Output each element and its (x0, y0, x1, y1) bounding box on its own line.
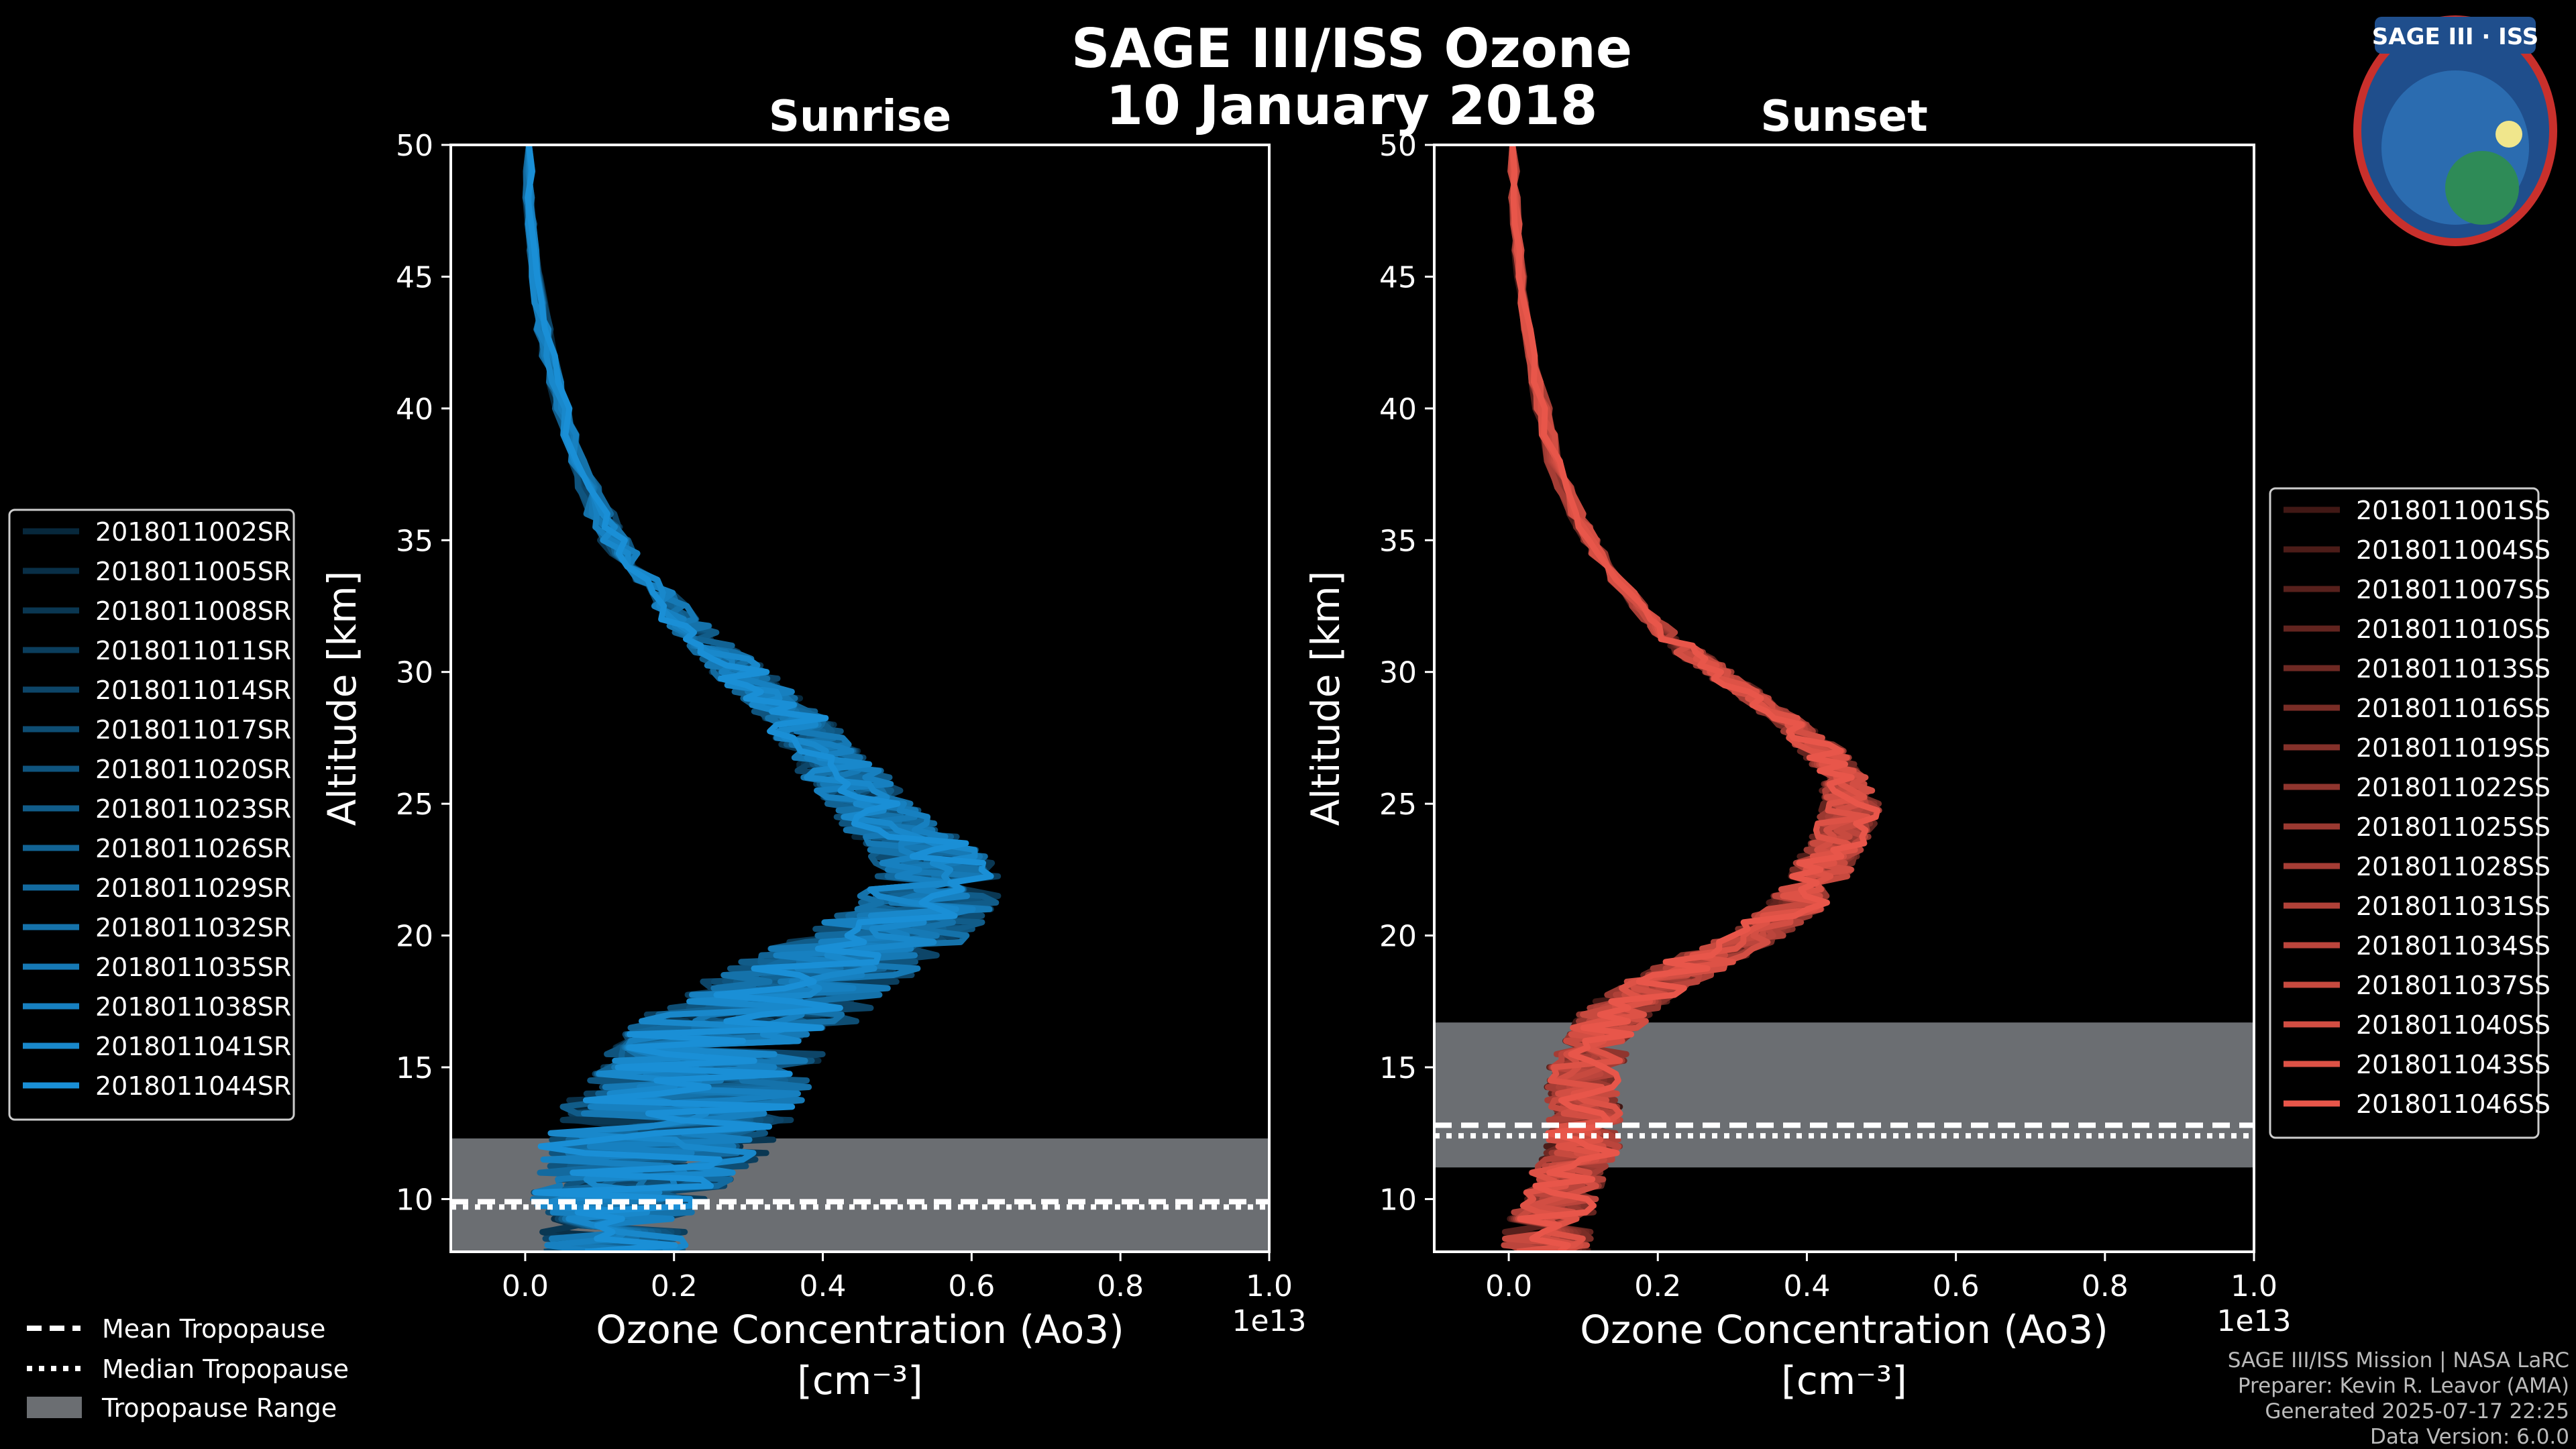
x-tick-label: 0.6 (948, 1269, 995, 1303)
y-tick-label: 50 (1379, 129, 1417, 163)
x-tick-label: 0.4 (1783, 1269, 1830, 1303)
x-tick-label: 0.0 (502, 1269, 549, 1303)
median-tropopause-label: Median Tropopause (102, 1354, 349, 1384)
legend-label: 2018011035SR (95, 953, 291, 982)
x-tick-label: 0.8 (2082, 1269, 2129, 1303)
x-tick-label: 0.8 (1097, 1269, 1144, 1303)
y-tick-label: 15 (1379, 1051, 1417, 1085)
sunset-legend: 2018011001SS 2018011004SS 2018011007SS 2018… (2269, 487, 2551, 1139)
y-tick-label: 25 (1379, 788, 1417, 822)
sunrise-title: Sunrise (769, 92, 951, 142)
legend-label: 2018011005SR (95, 557, 291, 586)
sunrise-legend: 2018011002SR 2018011005SR 2018011008SR 2018… (8, 508, 295, 1121)
legend-label: 2018011046SS (2356, 1089, 2551, 1119)
legend-label: 2018011019SS (2356, 733, 2551, 763)
y-tick-label: 15 (396, 1051, 433, 1085)
figure-title: SAGE III/ISS Ozone (1071, 17, 1632, 80)
legend-label: 2018011028SS (2356, 852, 2551, 881)
legend-label: 2018011010SS (2356, 614, 2551, 644)
legend-label: 2018011023SR (95, 794, 291, 824)
y-tick-label: 40 (1379, 392, 1417, 427)
y-tick-label: 45 (1379, 260, 1417, 294)
x-tick-label: 0.6 (1933, 1269, 1980, 1303)
x-offset-label: 1e13 (1232, 1304, 1306, 1338)
legend-box (8, 508, 295, 1121)
sunrise-plot-area (451, 145, 1269, 1252)
x-tick-label: 1.0 (2231, 1269, 2277, 1303)
credits-line-1: SAGE III/ISS Mission | NASA LaRC (2228, 1348, 2569, 1373)
mean-tropopause-label: Mean Tropopause (102, 1314, 325, 1344)
tropopause-range-label: Tropopause Range (101, 1393, 337, 1423)
legend-label: 2018011014SR (95, 676, 291, 705)
y-tick-label: 45 (396, 260, 433, 294)
mission-patch-icon: SAGE III · ISS (2353, 15, 2557, 246)
legend-label: 2018011022SS (2356, 773, 2551, 802)
credits: SAGE III/ISS Mission | NASA LaRC Prepare… (2228, 1348, 2569, 1449)
x-tick-label: 0.0 (1485, 1269, 1532, 1303)
legend-label: 2018011001SS (2356, 496, 2551, 525)
y-tick-label: 20 (1379, 920, 1417, 954)
legend-label: 2018011020SR (95, 755, 291, 784)
legend-label: 2018011031SS (2356, 892, 2551, 921)
x-tick-label: 0.2 (1634, 1269, 1681, 1303)
y-axis-label: Altitude [km] (319, 571, 365, 826)
legend-label: 2018011011SR (95, 636, 291, 665)
credits-line-3: Generated 2025-07-17 22:25 (2265, 1399, 2569, 1424)
sunrise-frame (449, 144, 1271, 1253)
x-tick-label: 0.4 (800, 1269, 847, 1303)
y-tick-label: 35 (1379, 524, 1417, 558)
y-tick-label: 40 (396, 392, 433, 427)
legend-label: 2018011041SR (95, 1032, 291, 1061)
legend-label: 2018011026SR (95, 834, 291, 863)
sunset-frame (1433, 144, 2255, 1253)
profile-line-2018011043SS (1509, 145, 1871, 1252)
y-tick-label: 30 (396, 656, 433, 690)
legend-label: 2018011038SR (95, 992, 291, 1022)
x-tick-label: 0.2 (651, 1269, 698, 1303)
legend-label: 2018011032SR (95, 913, 291, 943)
legend-label: 2018011013SS (2356, 654, 2551, 684)
logo-text: SAGE III · ISS (2372, 23, 2538, 50)
sunrise-panel: 10 15 20 25 30 35 40 45 50 0.0 0.2 0.4 0.6 0.8 1.01e13… (319, 92, 1307, 1403)
profile-line-2018011044SR (525, 145, 994, 1252)
y-tick-label: 10 (1379, 1183, 1417, 1217)
tropopause-legend: Mean Tropopause Median Tropopause Tropop… (27, 1314, 349, 1423)
figure-date: 10 January 2018 (1106, 74, 1598, 137)
y-tick-label: 20 (396, 920, 433, 954)
x-axis-unit: [cm⁻³] (797, 1358, 923, 1403)
sunset-panel: 10 15 20 25 30 35 40 45 50 0.0 0.2 0.4 0.6 0.8 1.01e13… (1303, 92, 2292, 1403)
legend-label: 2018011007SS (2356, 575, 2551, 604)
credits-line-2: Preparer: Kevin R. Leavor (AMA) (2238, 1374, 2569, 1398)
legend-label: 2018011044SR (95, 1071, 291, 1101)
legend-label: 2018011034SS (2356, 931, 2551, 961)
y-tick-label: 35 (396, 524, 433, 558)
legend-label: 2018011040SS (2356, 1010, 2551, 1040)
legend-label: 2018011008SR (95, 596, 291, 626)
legend-label: 2018011002SR (95, 517, 291, 547)
x-tick-label: 1.0 (1246, 1269, 1293, 1303)
profile-line-2018011046SS (1509, 145, 1880, 1252)
legend-label: 2018011004SS (2356, 535, 2551, 565)
legend-label: 2018011043SS (2356, 1050, 2551, 1079)
x-axis-label: Ozone Concentration (Ao3) (1580, 1307, 2108, 1352)
x-axis-unit: [cm⁻³] (1781, 1358, 1907, 1403)
y-axis-label: Altitude [km] (1303, 571, 1348, 826)
legend-label: 2018011037SS (2356, 971, 2551, 1000)
legend-label: 2018011016SS (2356, 694, 2551, 723)
legend-label: 2018011025SS (2356, 812, 2551, 842)
y-tick-label: 10 (396, 1183, 433, 1217)
y-tick-label: 25 (396, 788, 433, 822)
y-tick-label: 30 (1379, 656, 1417, 690)
legend-label: 2018011029SR (95, 873, 291, 903)
x-axis-label: Ozone Concentration (Ao3) (596, 1307, 1124, 1352)
sunset-plot-area (1434, 145, 2254, 1252)
legend-label: 2018011017SR (95, 715, 291, 745)
tropopause-range-swatch (27, 1397, 82, 1418)
x-offset-label: 1e13 (2216, 1304, 2291, 1338)
legend-box (2269, 487, 2540, 1139)
credits-line-4: Data Version: 6.0.0 (2370, 1425, 2569, 1449)
y-tick-label: 50 (396, 129, 433, 163)
sunset-title: Sunset (1760, 92, 1927, 142)
